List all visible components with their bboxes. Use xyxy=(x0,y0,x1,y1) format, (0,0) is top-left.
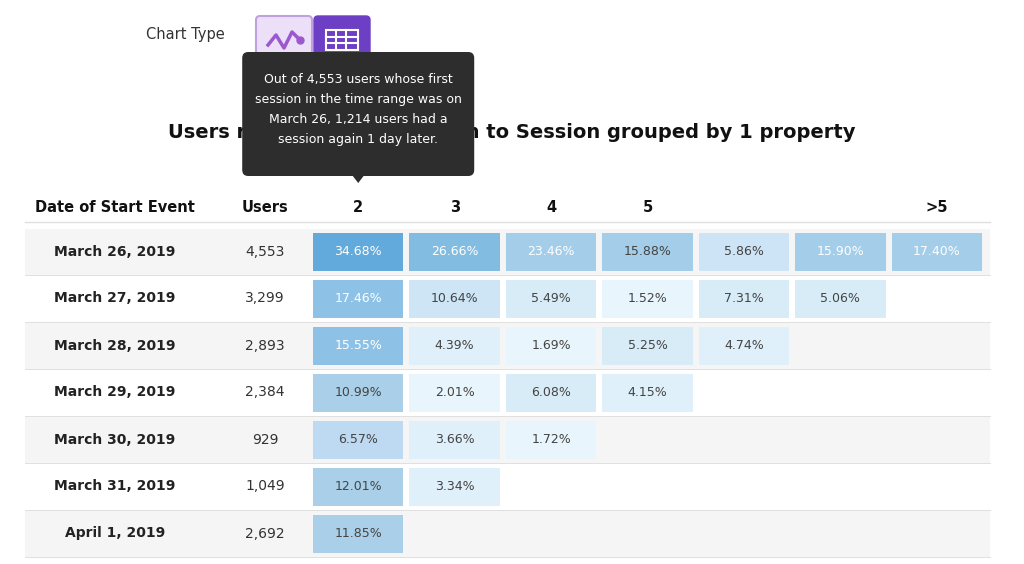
Text: 34.68%: 34.68% xyxy=(335,245,382,258)
Text: April 1, 2019: April 1, 2019 xyxy=(65,527,165,540)
Text: 1.69%: 1.69% xyxy=(531,339,571,352)
Bar xyxy=(506,233,596,271)
Text: 6.57%: 6.57% xyxy=(338,433,378,446)
Text: March 26, 1,214 users had a: March 26, 1,214 users had a xyxy=(269,113,447,126)
Text: 1.72%: 1.72% xyxy=(531,433,571,446)
Text: March 27, 2019: March 27, 2019 xyxy=(54,292,176,306)
Bar xyxy=(602,233,692,271)
Text: Users retained from Session to Session grouped by 1 property: Users retained from Session to Session g… xyxy=(168,124,856,143)
FancyBboxPatch shape xyxy=(314,16,370,60)
Text: March 29, 2019: March 29, 2019 xyxy=(54,386,176,399)
Text: March 30, 2019: March 30, 2019 xyxy=(54,433,176,447)
Text: 4: 4 xyxy=(546,200,556,215)
Text: 3.34%: 3.34% xyxy=(435,480,474,493)
Bar xyxy=(506,421,596,459)
Bar xyxy=(313,233,403,271)
Bar xyxy=(25,417,990,463)
Bar xyxy=(410,327,500,365)
Text: 10.99%: 10.99% xyxy=(335,386,382,399)
Text: 5.86%: 5.86% xyxy=(724,245,764,258)
Bar xyxy=(698,327,790,365)
Text: 15.88%: 15.88% xyxy=(624,245,672,258)
Text: 5: 5 xyxy=(642,200,652,215)
Text: session in the time range was on: session in the time range was on xyxy=(255,94,462,107)
Text: 23.46%: 23.46% xyxy=(527,245,574,258)
Text: session again 1 day later.: session again 1 day later. xyxy=(279,134,438,147)
Bar xyxy=(410,468,500,506)
Text: Out of 4,553 users whose first: Out of 4,553 users whose first xyxy=(264,73,453,86)
Bar xyxy=(602,374,692,412)
Text: 6.08%: 6.08% xyxy=(531,386,571,399)
Bar xyxy=(796,233,886,271)
Text: Date of Start Event: Date of Start Event xyxy=(35,200,195,215)
Text: >5: >5 xyxy=(926,200,948,215)
Text: 17.40%: 17.40% xyxy=(913,245,961,258)
Text: 2: 2 xyxy=(353,200,364,215)
Bar xyxy=(410,421,500,459)
Text: 17.46%: 17.46% xyxy=(335,292,382,305)
Bar xyxy=(410,280,500,318)
FancyBboxPatch shape xyxy=(256,16,312,60)
Text: 3,299: 3,299 xyxy=(245,292,285,306)
Bar xyxy=(796,280,886,318)
Text: 4.74%: 4.74% xyxy=(724,339,764,352)
Text: 11.85%: 11.85% xyxy=(335,527,382,540)
Text: 3: 3 xyxy=(450,200,460,215)
Bar xyxy=(313,468,403,506)
Text: 10.64%: 10.64% xyxy=(431,292,478,305)
Bar xyxy=(602,280,692,318)
Bar xyxy=(25,276,990,322)
Text: March 31, 2019: March 31, 2019 xyxy=(54,479,176,494)
Bar xyxy=(326,30,358,50)
Bar xyxy=(506,374,596,412)
Text: 1,049: 1,049 xyxy=(245,479,285,494)
Text: 2.01%: 2.01% xyxy=(435,386,474,399)
Bar xyxy=(313,374,403,412)
Bar xyxy=(313,280,403,318)
Bar xyxy=(410,374,500,412)
Bar xyxy=(25,464,990,510)
Text: 2,692: 2,692 xyxy=(245,527,285,540)
Text: Chart Type: Chart Type xyxy=(145,28,224,42)
Text: 12.01%: 12.01% xyxy=(335,480,382,493)
Bar xyxy=(506,327,596,365)
Text: 1.52%: 1.52% xyxy=(628,292,668,305)
Text: 7.31%: 7.31% xyxy=(724,292,764,305)
Text: Users: Users xyxy=(242,200,289,215)
Bar xyxy=(25,323,990,369)
Polygon shape xyxy=(348,170,369,183)
Text: 4,553: 4,553 xyxy=(246,245,285,258)
Bar xyxy=(313,327,403,365)
FancyBboxPatch shape xyxy=(243,52,474,176)
Text: 4.15%: 4.15% xyxy=(628,386,668,399)
Bar xyxy=(698,280,790,318)
Bar xyxy=(698,233,790,271)
Text: 2,893: 2,893 xyxy=(245,338,285,352)
Bar xyxy=(25,511,990,557)
Text: 5.25%: 5.25% xyxy=(628,339,668,352)
Text: 26.66%: 26.66% xyxy=(431,245,478,258)
Text: 5.06%: 5.06% xyxy=(820,292,860,305)
Bar xyxy=(25,229,990,275)
Bar xyxy=(410,233,500,271)
Text: March 28, 2019: March 28, 2019 xyxy=(54,338,176,352)
Text: 15.55%: 15.55% xyxy=(334,339,382,352)
Text: 2,384: 2,384 xyxy=(246,386,285,399)
Text: 929: 929 xyxy=(252,433,279,447)
Text: 15.90%: 15.90% xyxy=(816,245,864,258)
Text: March 26, 2019: March 26, 2019 xyxy=(54,245,176,258)
Bar xyxy=(25,370,990,416)
Bar xyxy=(892,233,982,271)
Text: 4.39%: 4.39% xyxy=(435,339,474,352)
Bar xyxy=(313,421,403,459)
Text: 3.66%: 3.66% xyxy=(435,433,474,446)
Text: 5.49%: 5.49% xyxy=(531,292,571,305)
Bar xyxy=(506,280,596,318)
Bar xyxy=(313,515,403,553)
Bar xyxy=(602,327,692,365)
